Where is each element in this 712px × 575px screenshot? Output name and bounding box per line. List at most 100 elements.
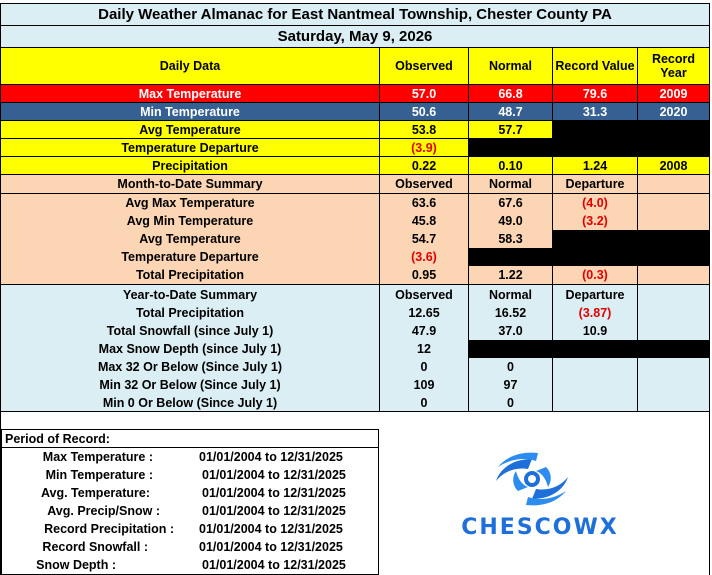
row-observed: 47.9 bbox=[380, 322, 469, 340]
row-departure: 10.9 bbox=[553, 322, 638, 340]
month-header-row: Month-to-Date Summary Observed Normal De… bbox=[0, 175, 710, 194]
period-row: Snow Depth : 01/01/2004 to 12/31/2025 bbox=[2, 556, 378, 574]
period-of-record-box: Period of Record: Max Temperature : 01/0… bbox=[1, 429, 379, 575]
row-normal: 1.22 bbox=[469, 266, 553, 285]
row-normal: 48.7 bbox=[469, 103, 553, 121]
period-row: Record Snowfall : 01/01/2004 to 12/31/20… bbox=[2, 538, 378, 556]
row-normal: 0 bbox=[469, 358, 553, 376]
month-col-observed: Observed bbox=[380, 175, 469, 194]
row-label: Temperature Departure bbox=[0, 248, 380, 266]
month-row-departure: Temperature Departure (3.6) bbox=[0, 248, 710, 266]
period-row: Min Temperature : 01/01/2004 to 12/31/20… bbox=[2, 466, 378, 484]
row-label: Max 32 Or Below (Since July 1) bbox=[0, 358, 380, 376]
year-row-min0: Min 0 Or Below (Since July 1) 0 0 bbox=[0, 394, 710, 412]
daily-col-observed: Observed bbox=[380, 48, 469, 85]
blank-cell bbox=[638, 304, 710, 322]
row-departure: (3.87) bbox=[553, 304, 638, 322]
row-departure: (0.3) bbox=[553, 266, 638, 285]
row-label: Avg Temperature bbox=[0, 230, 380, 248]
blank-cell bbox=[638, 358, 710, 376]
year-col-observed: Observed bbox=[380, 285, 469, 304]
row-normal: 57.7 bbox=[469, 121, 553, 139]
blank-cell bbox=[638, 322, 710, 340]
row-observed: 12 bbox=[380, 340, 469, 358]
row-label: Avg Temperature bbox=[0, 121, 380, 139]
row-year: 2008 bbox=[638, 157, 710, 175]
daily-row-departure: Temperature Departure (3.9) bbox=[0, 139, 710, 157]
row-observed: 0 bbox=[380, 394, 469, 412]
year-col-normal: Normal bbox=[469, 285, 553, 304]
blank-cell bbox=[553, 139, 638, 157]
blank-cell bbox=[638, 394, 710, 412]
row-label: Total Precipitation bbox=[0, 304, 380, 322]
row-observed: 0.22 bbox=[380, 157, 469, 175]
row-year: 2020 bbox=[638, 103, 710, 121]
daily-row-precip: Precipitation 0.22 0.10 1.24 2008 bbox=[0, 157, 710, 175]
blank-cell bbox=[638, 376, 710, 394]
row-label: Max Temperature bbox=[0, 85, 380, 103]
row-label: Precipitation bbox=[0, 157, 380, 175]
blank-cell bbox=[638, 340, 710, 358]
daily-row-max: Max Temperature 57.0 66.8 79.6 2009 bbox=[0, 85, 710, 103]
date-title-text: Saturday, May 9, 2026 bbox=[277, 28, 433, 45]
row-observed: 0.95 bbox=[380, 266, 469, 285]
year-row-snowfall: Total Snowfall (since July 1) 47.9 37.0 … bbox=[0, 322, 710, 340]
row-normal: 97 bbox=[469, 376, 553, 394]
row-label: Min 32 Or Below (Since July 1) bbox=[0, 376, 380, 394]
row-record: 79.6 bbox=[553, 85, 638, 103]
blank-cell bbox=[553, 340, 638, 358]
date-title: Saturday, May 9, 2026 bbox=[0, 26, 710, 48]
blank-cell bbox=[638, 230, 710, 248]
period-row: Max Temperature : 01/01/2004 to 12/31/20… bbox=[2, 448, 378, 466]
row-observed: 50.6 bbox=[380, 103, 469, 121]
row-observed: 109 bbox=[380, 376, 469, 394]
row-observed: (3.6) bbox=[380, 248, 469, 266]
year-col-label: Year-to-Date Summary bbox=[0, 285, 380, 304]
blank-cell bbox=[469, 248, 553, 266]
row-normal: 67.6 bbox=[469, 194, 553, 212]
row-label: Min 0 Or Below (Since July 1) bbox=[0, 394, 380, 412]
blank-cell bbox=[638, 248, 710, 266]
row-observed: 45.8 bbox=[380, 212, 469, 230]
period-value: 01/01/2004 to 12/31/2025 bbox=[202, 558, 346, 572]
row-normal: 49.0 bbox=[469, 212, 553, 230]
row-normal: 66.8 bbox=[469, 85, 553, 103]
year-row-precip: Total Precipitation 12.65 16.52 (3.87) bbox=[0, 304, 710, 322]
year-header-row: Year-to-Date Summary Observed Normal Dep… bbox=[0, 285, 710, 304]
blank-cell bbox=[638, 194, 710, 212]
blank-cell bbox=[638, 266, 710, 285]
row-departure: (3.2) bbox=[553, 212, 638, 230]
period-label: Record Precipitation : bbox=[44, 522, 174, 536]
period-label: Min Temperature : bbox=[45, 468, 153, 482]
month-row-avg: Avg Temperature 54.7 58.3 bbox=[0, 230, 710, 248]
row-label: Total Snowfall (since July 1) bbox=[0, 322, 380, 340]
period-row: Avg. Temperature: 01/01/2004 to 12/31/20… bbox=[2, 484, 378, 502]
year-col-departure: Departure bbox=[553, 285, 638, 304]
page-title: Daily Weather Almanac for East Nantmeal … bbox=[0, 3, 710, 26]
row-record: 31.3 bbox=[553, 103, 638, 121]
period-label: Avg. Temperature: bbox=[40, 486, 150, 500]
row-label: Total Precipitation bbox=[0, 266, 380, 285]
blank-cell bbox=[638, 285, 710, 304]
period-value: 01/01/2004 to 12/31/2025 bbox=[202, 486, 346, 500]
daily-col-year: Record Year bbox=[638, 48, 710, 85]
blank-cell bbox=[553, 121, 638, 139]
row-normal: 0 bbox=[469, 394, 553, 412]
daily-row-min: Min Temperature 50.6 48.7 31.3 2020 bbox=[0, 103, 710, 121]
blank-cell bbox=[553, 248, 638, 266]
row-label: Temperature Departure bbox=[0, 139, 380, 157]
hurricane-icon bbox=[496, 452, 568, 506]
row-observed: 54.7 bbox=[380, 230, 469, 248]
blank-cell bbox=[638, 139, 710, 157]
year-row-snowdepth: Max Snow Depth (since July 1) 12 bbox=[0, 340, 710, 358]
period-label: Snow Depth : bbox=[36, 558, 116, 572]
month-row-precip: Total Precipitation 0.95 1.22 (0.3) bbox=[0, 266, 710, 285]
logo-text: CHESCOWX bbox=[461, 515, 619, 540]
year-row-min32: Min 32 Or Below (Since July 1) 109 97 bbox=[0, 376, 710, 394]
period-label: Avg. Precip/Snow : bbox=[47, 504, 160, 518]
year-row-max32: Max 32 Or Below (Since July 1) 0 0 bbox=[0, 358, 710, 376]
blank-cell bbox=[553, 376, 638, 394]
chescowx-logo: CHESCOWX bbox=[420, 445, 660, 545]
row-normal: 0.10 bbox=[469, 157, 553, 175]
period-value: 01/01/2004 to 12/31/2025 bbox=[199, 522, 343, 536]
